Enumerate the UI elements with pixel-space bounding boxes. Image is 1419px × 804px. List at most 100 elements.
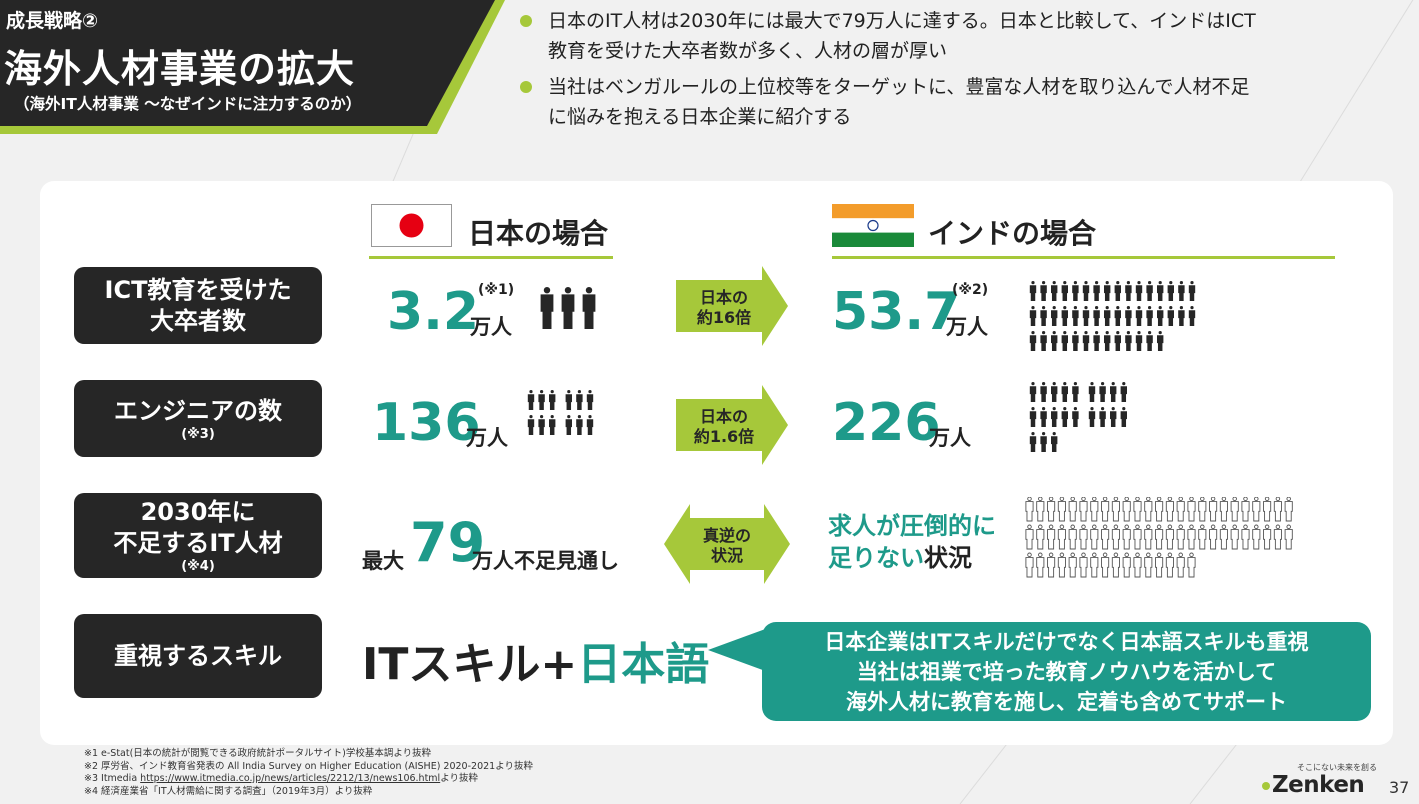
person-outline-icon xyxy=(1101,497,1110,522)
row-label-it-shortage: 2030年に 不足するIT人材 (※4) xyxy=(74,493,322,578)
person-outline-icon xyxy=(1122,497,1131,522)
person-icon xyxy=(1061,331,1068,351)
person-icon xyxy=(1157,306,1164,326)
person-outline-icon xyxy=(1187,552,1196,578)
person-icon xyxy=(527,390,535,410)
ratio-line: 約16倍 xyxy=(696,308,752,327)
person-icon xyxy=(582,287,596,329)
row-label-line: エンジニアの数 xyxy=(114,396,282,425)
person-outline-icon xyxy=(1209,497,1218,522)
page-subtitle: （海外IT人材事業 ～なぜインドに注力するのか） xyxy=(14,95,362,113)
person-outline-icon xyxy=(1187,524,1196,550)
bullet-line: 教育を受けた大卒者数が多く、人材の層が厚い xyxy=(548,40,948,62)
person-outline-icon xyxy=(1025,524,1034,550)
people-grid xyxy=(527,390,594,435)
person-icon xyxy=(1135,306,1143,326)
person-icon xyxy=(549,415,556,435)
footnote: ※1 e-Stat(日本の統計が閲覧できる政府統計ポータルサイト)学校基本調より… xyxy=(84,748,432,759)
person-icon xyxy=(1104,281,1111,301)
person-outline-icon xyxy=(1284,524,1293,550)
person-icon xyxy=(1029,382,1037,402)
section-label: 成長戦略② xyxy=(6,10,99,32)
footnotes: ※1 e-Stat(日本の統計が閲覧できる政府統計ポータルサイト)学校基本調より… xyxy=(84,748,533,798)
person-outline-icon xyxy=(1122,552,1131,578)
callout-line: 日本企業はITスキルだけでなく日本語スキルも重視 xyxy=(824,629,1309,654)
row-label-line: 2030年に xyxy=(140,498,256,526)
person-outline-icon xyxy=(1241,524,1250,550)
footnote-ref: (※2) xyxy=(952,282,989,298)
contrast-line: 状況 xyxy=(710,546,743,565)
person-outline-icon xyxy=(1057,552,1066,578)
person-outline-icon xyxy=(1176,552,1185,578)
bullet-item: 日本のIT人材は2030年には最大で79万人に達する。日本と比較して、インドはI… xyxy=(520,6,1380,66)
support-callout: 日本企業はITスキルだけでなく日本語スキルも重視 当社は祖業で培った教育ノウハウ… xyxy=(762,622,1371,721)
india-engineers-unit: 万人 xyxy=(929,426,971,450)
person-icon xyxy=(1082,306,1090,326)
person-outline-icon xyxy=(1133,497,1142,522)
person-icon xyxy=(1040,407,1047,427)
person-outline-icon xyxy=(1165,497,1174,522)
person-icon xyxy=(1114,281,1121,301)
footnote-ref: (※1) xyxy=(478,282,515,298)
contrast-line: 真逆の xyxy=(702,526,751,545)
people-grid xyxy=(1025,497,1293,578)
page-title: 海外人材事業の拡大 xyxy=(4,47,356,91)
person-outline-icon xyxy=(1144,524,1153,550)
person-icon xyxy=(1051,306,1058,326)
person-icon xyxy=(1051,382,1058,402)
person-outline-icon xyxy=(1090,497,1099,522)
people-icons-india-jobs xyxy=(1025,497,1297,581)
bullet-line: 当社はベンガルールの上位校等をターゲットに、豊富な人材を取り込んで人材不足 xyxy=(548,76,1250,98)
people-grid xyxy=(1029,382,1127,452)
callout-line: 海外人材に教育を施し、定着も含めてサポート xyxy=(846,689,1287,714)
person-icon xyxy=(1114,306,1121,326)
person-outline-icon xyxy=(1198,497,1207,522)
brand-tagline: そこにない未来を創る xyxy=(1297,763,1377,772)
row-label-skills: 重視するスキル xyxy=(74,614,322,698)
japan-column-rule xyxy=(369,256,613,259)
person-outline-icon xyxy=(1079,524,1088,550)
callout-line: 当社は祖業で培った教育ノウハウを活かして xyxy=(856,659,1277,684)
person-outline-icon xyxy=(1111,524,1120,550)
person-icon xyxy=(1072,281,1079,301)
india-ict-value: 53.7 xyxy=(832,282,961,342)
person-icon xyxy=(1040,331,1047,351)
logo-dot-icon xyxy=(1262,781,1270,790)
person-outline-icon xyxy=(1025,497,1034,522)
person-icon xyxy=(1072,382,1079,402)
title-background xyxy=(0,0,505,134)
person-outline-icon xyxy=(1155,552,1164,578)
person-outline-icon xyxy=(1047,552,1056,578)
japan-flag-icon xyxy=(371,204,452,247)
person-icon xyxy=(1072,331,1079,351)
person-outline-icon xyxy=(1230,524,1239,550)
arrow-right-icon xyxy=(676,266,788,346)
person-icon xyxy=(1051,331,1058,351)
person-icon xyxy=(1178,281,1185,301)
source-link[interactable]: https://www.itmedia.co.jp/news/articles/… xyxy=(140,773,441,784)
japan-ict-value: 3.2 xyxy=(387,282,480,342)
person-outline-icon xyxy=(1284,497,1293,522)
japan-ict-unit: 万人 xyxy=(470,315,512,339)
person-icon xyxy=(1104,331,1111,351)
row-label-ict-graduates: ICT教育を受けた 大卒者数 xyxy=(74,267,322,344)
double-arrow-icon xyxy=(664,504,790,584)
person-outline-icon xyxy=(1101,524,1110,550)
person-outline-icon xyxy=(1219,524,1228,550)
arrow-right-icon xyxy=(676,385,788,465)
person-icon xyxy=(1061,306,1068,326)
person-outline-icon xyxy=(1068,552,1077,578)
person-outline-icon xyxy=(1263,497,1272,522)
japan-shortage-value: 79 xyxy=(410,511,486,574)
person-outline-icon xyxy=(1047,497,1056,522)
person-icon xyxy=(1029,281,1037,301)
person-outline-icon xyxy=(1252,497,1261,522)
person-outline-icon xyxy=(1090,552,1099,578)
row-label-note: (※4) xyxy=(181,559,215,574)
person-icon xyxy=(1120,382,1127,402)
person-icon xyxy=(1135,281,1143,301)
footnote: ※4 経済産業省「IT人材需給に関する調査」（2019年3月）より抜粋 xyxy=(84,785,373,797)
page-number: 37 xyxy=(1389,778,1410,797)
person-outline-icon xyxy=(1068,497,1077,522)
row-label-line: 大卒者数 xyxy=(150,306,246,335)
